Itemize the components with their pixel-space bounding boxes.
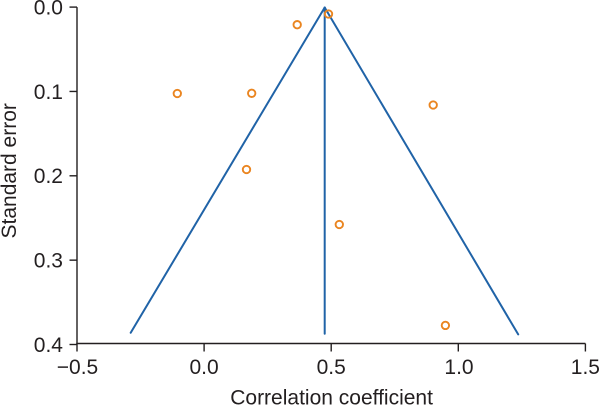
svg-text:0.2: 0.2: [34, 165, 63, 188]
svg-text:0.3: 0.3: [34, 250, 63, 273]
svg-text:0.1: 0.1: [34, 81, 63, 104]
svg-text:0.0: 0.0: [189, 356, 218, 379]
svg-text:0.0: 0.0: [34, 0, 63, 20]
svg-text:−0.5: −0.5: [57, 356, 98, 379]
svg-text:1.5: 1.5: [571, 356, 600, 379]
svg-text:Standard error: Standard error: [0, 103, 21, 238]
svg-text:0.4: 0.4: [34, 334, 64, 357]
svg-text:1.0: 1.0: [444, 356, 473, 379]
svg-text:0.5: 0.5: [317, 356, 346, 379]
svg-text:Correlation coefficient: Correlation coefficient: [230, 387, 433, 406]
